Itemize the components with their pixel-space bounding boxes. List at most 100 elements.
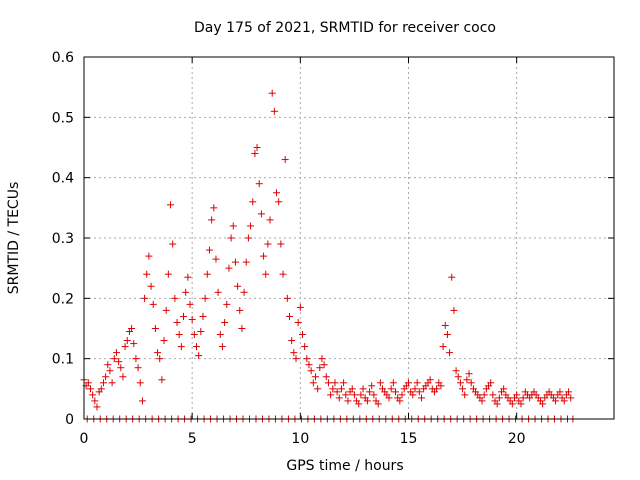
data-point <box>106 367 114 375</box>
data-point <box>314 385 322 393</box>
data-point <box>286 312 294 320</box>
data-point <box>136 379 144 387</box>
data-point <box>305 361 313 369</box>
data-point <box>247 222 255 230</box>
data-point <box>169 240 177 248</box>
data-point <box>143 270 151 278</box>
data-point <box>277 240 285 248</box>
data-point <box>182 288 190 296</box>
y-tick-label: 0.2 <box>52 291 74 307</box>
data-point <box>433 385 441 393</box>
data-points <box>80 89 577 423</box>
data-point <box>234 282 242 290</box>
data-point <box>288 337 296 345</box>
data-point <box>212 255 220 263</box>
data-point <box>236 306 244 314</box>
data-point <box>266 216 274 224</box>
data-point <box>147 282 155 290</box>
data-point <box>355 400 363 408</box>
data-point <box>500 385 508 393</box>
data-point <box>97 385 105 393</box>
data-point <box>301 343 309 351</box>
data-point <box>160 337 168 345</box>
data-point <box>281 156 289 164</box>
data-point <box>318 355 326 363</box>
data-point <box>290 349 298 357</box>
y-tick-label: 0.5 <box>52 110 74 126</box>
data-point <box>201 294 209 302</box>
data-point <box>513 391 521 399</box>
data-point <box>186 300 194 308</box>
data-point <box>454 373 462 381</box>
data-point <box>409 391 417 399</box>
y-axis-label: SRMTID / TECUs <box>6 182 22 295</box>
y-tick-label: 0.1 <box>52 352 74 368</box>
data-point <box>154 349 162 357</box>
data-point <box>180 312 188 320</box>
data-point <box>370 391 378 399</box>
data-point <box>465 370 473 378</box>
data-point <box>240 288 248 296</box>
data-point <box>344 397 352 405</box>
data-point <box>203 270 211 278</box>
data-point <box>264 240 272 248</box>
data-point <box>123 337 131 345</box>
data-point <box>130 340 138 348</box>
data-point <box>162 306 170 314</box>
data-point <box>363 397 371 405</box>
data-point <box>173 318 181 326</box>
data-point <box>539 400 547 408</box>
data-point <box>292 355 300 363</box>
data-point <box>309 379 317 387</box>
data-point <box>320 361 328 369</box>
y-tick-label: 0 <box>65 412 74 428</box>
data-point <box>439 343 447 351</box>
grid-lines <box>84 57 614 419</box>
data-point <box>495 394 503 402</box>
data-point <box>443 331 451 339</box>
data-point <box>350 391 358 399</box>
data-point <box>231 258 239 266</box>
data-point <box>192 343 200 351</box>
chart-title: Day 175 of 2021, SRMTID for receiver coc… <box>194 20 496 36</box>
data-point <box>184 273 192 281</box>
data-point <box>112 349 120 357</box>
data-point <box>86 385 94 393</box>
data-point <box>450 306 458 314</box>
data-point <box>446 349 454 357</box>
data-point <box>255 180 263 188</box>
data-point <box>244 234 252 242</box>
data-point <box>84 379 92 387</box>
data-point <box>279 270 287 278</box>
data-point <box>298 331 306 339</box>
plot-frame <box>83 56 615 420</box>
data-point <box>296 303 304 311</box>
data-point <box>210 204 218 212</box>
data-point <box>253 144 261 151</box>
data-point <box>195 352 203 360</box>
data-point <box>556 388 564 396</box>
data-point <box>327 391 335 399</box>
data-point <box>188 315 196 323</box>
data-point <box>104 361 112 369</box>
data-point <box>283 294 291 302</box>
data-point <box>171 294 179 302</box>
data-point <box>342 391 350 399</box>
data-point <box>324 379 332 387</box>
data-point <box>376 379 384 387</box>
x-tick-label: 20 <box>508 431 526 447</box>
data-point <box>156 355 164 363</box>
x-tick-label: 0 <box>80 431 89 447</box>
data-point <box>368 382 376 390</box>
data-point <box>225 264 233 272</box>
data-point <box>121 343 129 351</box>
data-point <box>404 379 412 387</box>
x-tick-label: 10 <box>291 431 309 447</box>
x-tick-label: 15 <box>400 431 418 447</box>
data-point <box>411 385 419 393</box>
data-point <box>158 376 166 384</box>
data-point <box>337 385 345 393</box>
data-point <box>316 364 324 372</box>
data-point <box>560 397 568 405</box>
data-point <box>242 258 250 266</box>
